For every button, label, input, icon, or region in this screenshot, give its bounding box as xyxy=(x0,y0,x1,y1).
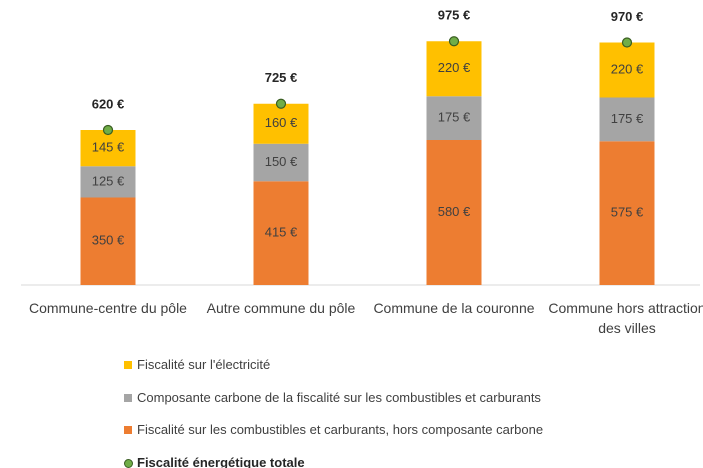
value-label: 580 € xyxy=(438,204,471,219)
total-dot xyxy=(621,37,633,48)
value-label: 160 € xyxy=(265,115,298,130)
legend-label: Fiscalité énergétique totale xyxy=(137,454,305,468)
bar-segment xyxy=(599,42,655,98)
value-label: 145 € xyxy=(92,140,125,155)
bar-segment xyxy=(80,197,136,285)
value-label: 220 € xyxy=(611,61,644,76)
legend-label: Fiscalité sur l'électricité xyxy=(137,357,271,372)
bar-segment xyxy=(253,181,309,285)
x-tick-label: Commune hors attraction des villes xyxy=(548,300,703,336)
value-label: 415 € xyxy=(265,225,298,240)
total-label: 620 € xyxy=(92,96,125,111)
total-dot xyxy=(102,124,114,136)
legend-swatch xyxy=(124,458,133,468)
x-tick-label: Commune de la couronne xyxy=(373,300,535,316)
bar-segment xyxy=(599,97,655,142)
value-label: 220 € xyxy=(438,60,471,75)
bar-segment xyxy=(426,41,482,97)
total-dot xyxy=(448,36,460,47)
legend-swatch xyxy=(124,426,132,434)
total-label: 725 € xyxy=(265,70,298,85)
value-label: 175 € xyxy=(611,111,644,126)
value-label: 350 € xyxy=(92,233,125,248)
bar-segment xyxy=(426,96,482,140)
legend-label: Fiscalité sur les combustibles et carbur… xyxy=(137,422,544,437)
value-label: 575 € xyxy=(611,205,644,220)
bar-segment xyxy=(599,141,655,285)
legend-label: Composante carbone de la fiscalité sur l… xyxy=(137,389,541,405)
total-dot xyxy=(275,98,287,109)
value-label: 175 € xyxy=(438,110,471,125)
bar-segment xyxy=(80,130,136,167)
legend-swatch xyxy=(124,393,132,402)
total-label: 975 € xyxy=(438,8,471,23)
x-tick-label: Autre commune du pôle xyxy=(206,300,356,316)
bar-segment xyxy=(426,140,482,285)
bar-segment xyxy=(80,166,136,198)
bar-segment xyxy=(253,143,309,182)
total-label: 970 € xyxy=(611,9,644,24)
bar-segment xyxy=(253,103,309,144)
legend-swatch xyxy=(124,361,132,369)
x-tick-label: Commune-centre du pôle xyxy=(29,300,187,316)
value-label: 125 € xyxy=(92,173,125,188)
value-label: 150 € xyxy=(265,154,298,169)
